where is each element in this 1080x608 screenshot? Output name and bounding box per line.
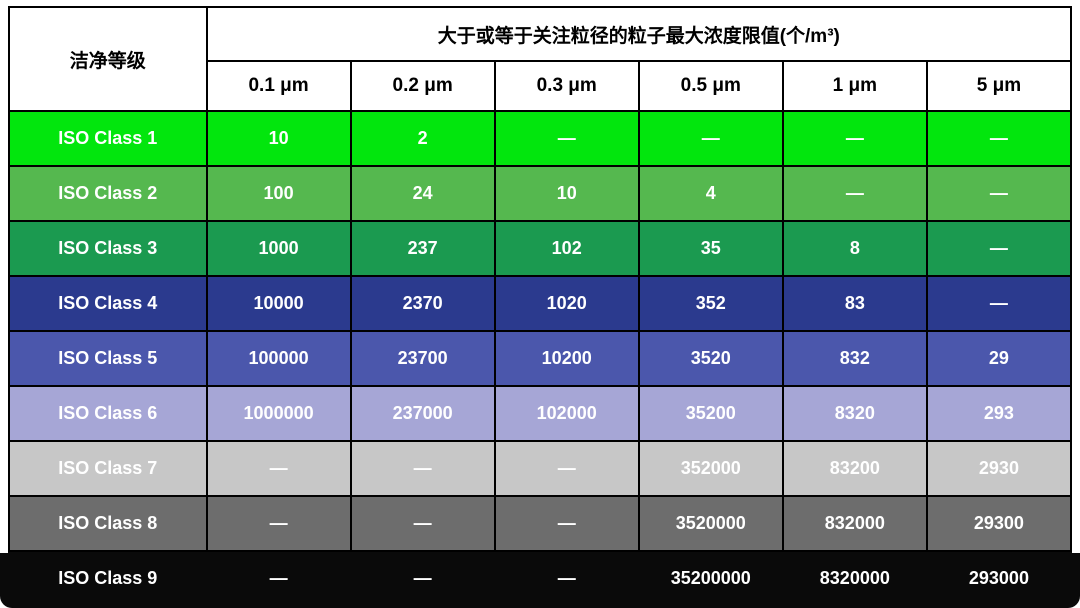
column-header-0-2um: 0.2 μm [349,60,496,112]
column-header-0-3um: 0.3 μm [493,60,640,112]
table-row-iso-class-3: ISO Class 3 1000 237 102 35 8 — [8,220,1073,277]
header-row-particle-sizes: 0.1 μm 0.2 μm 0.3 μm 0.5 μm 1 μm 5 μm [9,60,1073,112]
row-label: ISO Class 1 [8,110,208,167]
table-cell: 832 [781,330,928,387]
table-cell: 10 [205,110,352,167]
table-cell: — [493,440,640,497]
table-cell: 832000 [781,495,928,552]
table-cell: 3520 [637,330,784,387]
table-row-iso-class-4: ISO Class 4 10000 2370 1020 352 83 — [8,275,1073,332]
table-cell: 10200 [493,330,640,387]
group-header-max-concentration: 大于或等于关注粒径的粒子最大浓度限值(个/m³) [205,6,1073,62]
table-cell: 83200 [781,440,928,497]
table-cell: 23700 [349,330,496,387]
row-label: ISO Class 9 [8,550,208,607]
table-cell: 3520000 [637,495,784,552]
table-cell: 102000 [493,385,640,442]
table-cell: 10000 [205,275,352,332]
table-cell: — [493,550,640,607]
row-label: ISO Class 8 [8,495,208,552]
table-cell: 1020 [493,275,640,332]
table-row-iso-class-8: ISO Class 8 — — — 3520000 832000 29300 [8,495,1073,552]
table-cell: — [205,550,352,607]
table-cell: 352000 [637,440,784,497]
table-cell: — [781,165,928,222]
table-cell: 8320 [781,385,928,442]
table-row-iso-class-1: ISO Class 1 10 2 — — — — [8,110,1073,167]
table-body: ISO Class 1 10 2 — — — — ISO Class 2 100… [8,110,1073,607]
table-row-iso-class-9: ISO Class 9 — — — 35200000 8320000 29300… [8,550,1073,607]
table-cell: 100000 [205,330,352,387]
table-cell: — [925,110,1073,167]
table-cell: — [205,440,352,497]
table-cell: 2 [349,110,496,167]
table-cell: — [349,495,496,552]
row-label: ISO Class 4 [8,275,208,332]
table-cell: 100 [205,165,352,222]
table-cell: 29300 [925,495,1073,552]
header-row-group: 洁净等级 大于或等于关注粒径的粒子最大浓度限值(个/m³) [8,6,1073,112]
row-label: ISO Class 6 [8,385,208,442]
table-cell: 35200 [637,385,784,442]
table-cell: 4 [637,165,784,222]
table-cell: 352 [637,275,784,332]
table-row-iso-class-5: ISO Class 5 100000 23700 10200 3520 832 … [8,330,1073,387]
table-cell: 102 [493,220,640,277]
table-cell: 29 [925,330,1073,387]
table-cell: 35200000 [637,550,784,607]
table-cell: — [925,220,1073,277]
table-row-iso-class-7: ISO Class 7 — — — 352000 83200 2930 [8,440,1073,497]
row-label: ISO Class 3 [8,220,208,277]
table-cell: — [925,275,1073,332]
table-cell: 35 [637,220,784,277]
iso-cleanroom-class-table: 洁净等级 大于或等于关注粒径的粒子最大浓度限值(个/m³) 0.1 μm 0.2… [8,6,1073,607]
column-header-0-1um: 0.1 μm [205,60,352,112]
table-cell: — [925,165,1073,222]
table-cell: 2930 [925,440,1073,497]
table-cell: 293000 [925,550,1073,607]
row-label: ISO Class 7 [8,440,208,497]
column-header-1um: 1 μm [781,60,928,112]
table-cell: 83 [781,275,928,332]
corner-header-cleanliness-class: 洁净等级 [8,6,208,112]
column-header-5um: 5 μm [925,60,1073,112]
table-cell: 2370 [349,275,496,332]
row-label: ISO Class 2 [8,165,208,222]
table-cell: 24 [349,165,496,222]
table-cell: — [493,110,640,167]
table-cell: 293 [925,385,1073,442]
table-cell: 8 [781,220,928,277]
table-cell: 237000 [349,385,496,442]
table-cell: 8320000 [781,550,928,607]
table-cell: — [349,550,496,607]
table-cell: — [205,495,352,552]
column-header-0-5um: 0.5 μm [637,60,784,112]
table-cell: 1000 [205,220,352,277]
table-row-iso-class-2: ISO Class 2 100 24 10 4 — — [8,165,1073,222]
table-row-iso-class-6: ISO Class 6 1000000 237000 102000 35200 … [8,385,1073,442]
table-cell: — [493,495,640,552]
row-label: ISO Class 5 [8,330,208,387]
table-cell: 10 [493,165,640,222]
table-cell: — [349,440,496,497]
table-header: 洁净等级 大于或等于关注粒径的粒子最大浓度限值(个/m³) 0.1 μm 0.2… [8,6,1073,112]
table-cell: 237 [349,220,496,277]
table-cell: — [781,110,928,167]
table-cell: — [637,110,784,167]
table-cell: 1000000 [205,385,352,442]
